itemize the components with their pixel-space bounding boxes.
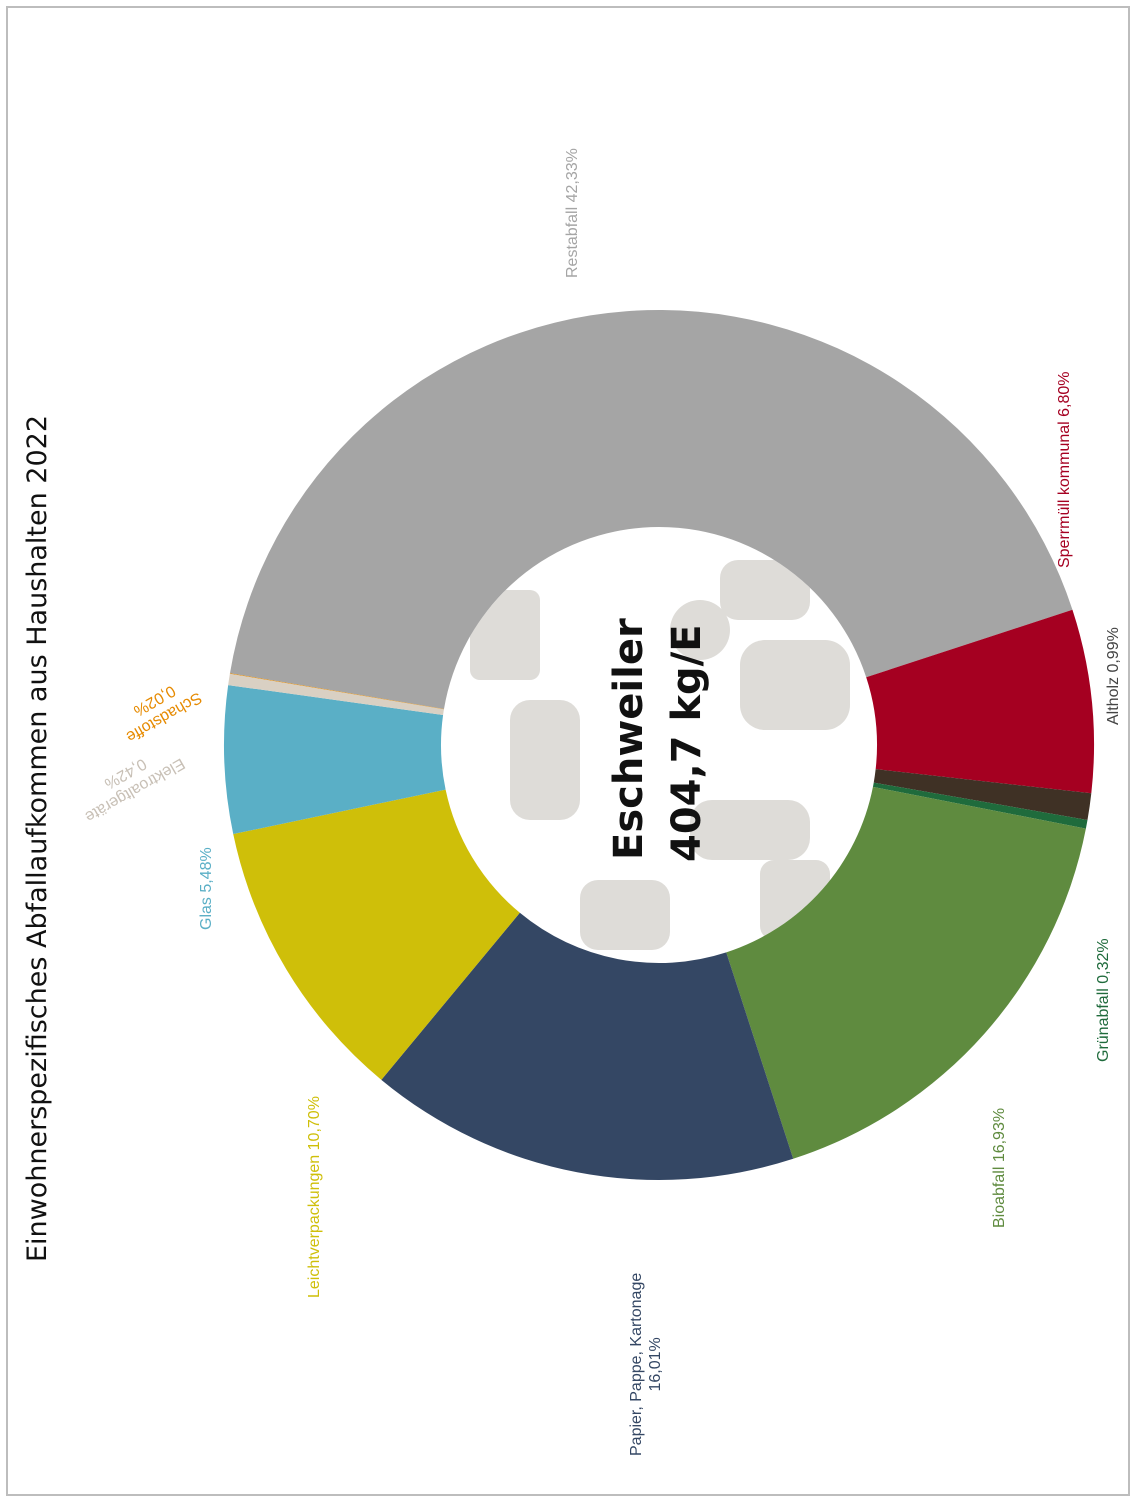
label-gruenabfall: Grünabfall 0,32%	[1095, 938, 1112, 1062]
slice-schadstoffe	[229, 673, 444, 710]
label-papier: Papier, Pappe, Kartonage 16,01%	[627, 1273, 665, 1456]
slice-bioabfall	[726, 786, 1086, 1159]
center-label-value: 404,7 kg/E	[664, 624, 710, 862]
slice-sperrmüll-kommunal	[866, 609, 1094, 794]
slice-restabfall	[229, 309, 1073, 710]
slice-leichtverpackungen	[233, 789, 520, 1080]
chart-title: Einwohnerspezifisches Abfallaufkommen au…	[22, 414, 53, 1262]
label-papier-line2: 16,01%	[647, 1337, 664, 1392]
label-bioabfall: Bioabfall 16,93%	[991, 1107, 1008, 1228]
label-restabfall: Restabfall 42,33%	[564, 148, 581, 278]
slice-altholz	[873, 769, 1092, 821]
slice-glas	[223, 685, 446, 835]
center-label-city: Eschweiler	[606, 618, 652, 860]
slice-papier-pappe-kartonage	[381, 912, 794, 1180]
label-altholz: Altholz 0,99%	[1105, 627, 1122, 725]
donut-slices	[223, 309, 1094, 1180]
chart-frame	[6, 6, 1130, 1496]
center-background-illustration	[441, 527, 877, 963]
label-papier-line1: Papier, Pappe, Kartonage	[628, 1272, 645, 1456]
slice-elektroaltgeräte	[228, 673, 444, 715]
label-sperrmuell: Sperrmüll kommunal 6,80%	[1056, 371, 1073, 568]
label-glas: Glas 5,48%	[198, 847, 215, 930]
label-leichtverpackungen: Leichtverpackungen 10,70%	[306, 1096, 323, 1298]
slice-grünabfall	[872, 782, 1088, 829]
